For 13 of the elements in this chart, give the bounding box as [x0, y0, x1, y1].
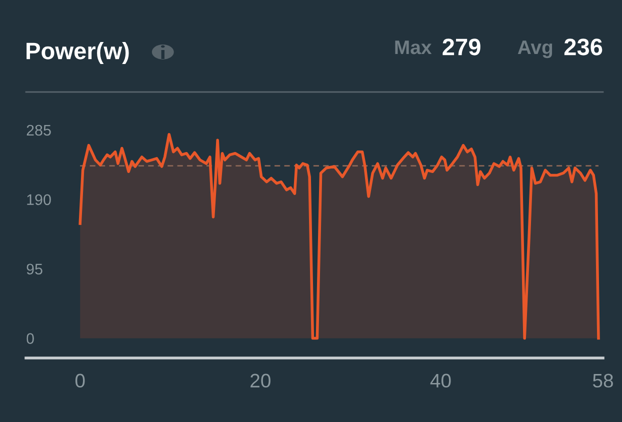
x-tick-label: 0	[75, 374, 85, 388]
chart-title: Power(w)	[26, 42, 129, 64]
x-tick-label: 20	[250, 374, 270, 388]
y-tick-label: 0	[26, 333, 34, 344]
text: Max	[395, 40, 432, 54]
x-tick-label: 40	[430, 374, 451, 388]
x-tick-label: 58	[592, 374, 613, 388]
y-tick-label: 190	[27, 194, 51, 206]
text: 236	[564, 38, 602, 56]
y-tick-label: 285	[26, 124, 51, 136]
y-tick-label: 95	[26, 264, 42, 275]
text: Avg	[518, 40, 552, 58]
text: 279	[442, 38, 480, 56]
